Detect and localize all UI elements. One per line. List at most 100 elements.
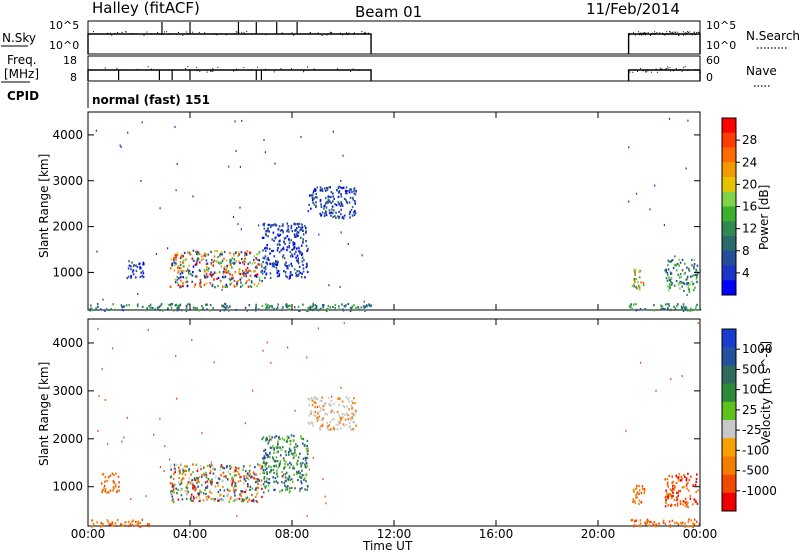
velocity-echo-cell bbox=[263, 471, 265, 474]
velocity-echo-cell bbox=[695, 520, 698, 523]
velocity-echo-cell bbox=[687, 489, 690, 492]
velocity-speckle-cell bbox=[287, 346, 289, 349]
velocity-echo-cell bbox=[320, 418, 323, 421]
power-echo-cell bbox=[246, 266, 249, 269]
power-echo-cell bbox=[162, 308, 165, 312]
velocity-echo-cell bbox=[638, 499, 641, 502]
power-echo-cell bbox=[683, 282, 686, 286]
velocity-echo-cell bbox=[302, 438, 305, 441]
freq-dot bbox=[185, 68, 187, 70]
power-echo-cell bbox=[348, 191, 351, 194]
velocity-echo-cell bbox=[194, 485, 196, 489]
power-echo-cell bbox=[680, 305, 683, 308]
nsky-dot bbox=[243, 32, 245, 34]
nsky-dot bbox=[687, 31, 688, 33]
power-echo-cell bbox=[293, 246, 296, 249]
nsky-dot bbox=[672, 31, 674, 33]
power-echo-cell bbox=[174, 264, 176, 267]
power-echo-cell bbox=[362, 305, 365, 308]
velocity-echo-cell bbox=[643, 488, 646, 491]
velocity-echo-cell bbox=[265, 439, 267, 442]
velocity-speckle-cell bbox=[176, 397, 178, 400]
power-echo-cell bbox=[239, 273, 242, 276]
power-echo-cell bbox=[665, 268, 668, 271]
velocity-echo-cell bbox=[306, 465, 308, 468]
velocity-echo-cell bbox=[192, 463, 194, 466]
power-echo-region bbox=[307, 185, 357, 220]
power-echo-cell bbox=[176, 307, 178, 310]
power-echo-cell bbox=[210, 271, 212, 274]
power-echo-cell bbox=[188, 251, 191, 254]
power-echo-cell bbox=[267, 235, 269, 238]
velocity-echo-cell bbox=[322, 408, 324, 411]
nsky-dot bbox=[691, 34, 693, 36]
velocity-echo-cell bbox=[652, 524, 655, 527]
power-echo-cell bbox=[296, 230, 299, 233]
velocity-echo-cell bbox=[192, 483, 194, 486]
velocity-echo-cell bbox=[674, 504, 676, 507]
velocity-echo-cell bbox=[306, 488, 308, 491]
velocity-echo-cell bbox=[342, 416, 344, 419]
velocity-echo-cell bbox=[266, 438, 269, 441]
power-echo-cell bbox=[254, 261, 256, 264]
velocity-echo-cell bbox=[686, 483, 688, 486]
velocity-speckle-cell bbox=[343, 322, 345, 325]
power-speckle-cell bbox=[654, 184, 656, 187]
velocity-echo-cell bbox=[350, 418, 352, 422]
velocity-echo-cell bbox=[676, 499, 678, 502]
velocity-echo-cell bbox=[634, 487, 637, 490]
freq-dot bbox=[307, 66, 308, 68]
nsky-dot bbox=[164, 31, 165, 33]
velocity-echo-cell bbox=[672, 487, 674, 490]
velocity-echo-cell bbox=[692, 522, 694, 525]
velocity-echo-cell bbox=[255, 493, 258, 496]
velocity-echo-cell bbox=[695, 478, 698, 481]
nsky-dot bbox=[220, 33, 222, 35]
velocity-echo-cell bbox=[107, 491, 110, 494]
velocity-echo-cell bbox=[267, 489, 270, 492]
velocity-echo-cell bbox=[671, 497, 673, 500]
power-speckle-cell bbox=[96, 250, 98, 253]
velocity-echo-cell bbox=[665, 501, 667, 504]
velocity-echo-cell bbox=[321, 399, 323, 403]
power-echo-cell bbox=[217, 276, 220, 280]
power-echo-cell bbox=[105, 308, 108, 311]
velocity-echo-cell bbox=[258, 464, 261, 467]
power-echo-cell bbox=[633, 268, 635, 271]
power-echo-cell bbox=[220, 252, 222, 256]
power-echo-cell bbox=[288, 246, 290, 249]
velocity-colorbar-swatch bbox=[722, 365, 736, 385]
velocity-echo-cell bbox=[109, 489, 112, 492]
velocity-echo-cell bbox=[352, 420, 355, 423]
velocity-echo-cell bbox=[281, 470, 283, 474]
velocity-echo-cell bbox=[690, 475, 692, 478]
velocity-echo-cell bbox=[689, 494, 692, 497]
velocity-echo-cell bbox=[251, 493, 253, 497]
velocity-echo-cell bbox=[230, 480, 232, 483]
velocity-echo-cell bbox=[297, 479, 299, 482]
power-echo-cell bbox=[675, 269, 678, 272]
power-echo-cell bbox=[184, 259, 186, 262]
velocity-echo-cell bbox=[294, 487, 296, 490]
power-echo-cell bbox=[276, 262, 279, 265]
velocity-colorbar-tick-label: -100 bbox=[742, 443, 769, 457]
power-speckle-cell bbox=[159, 207, 161, 210]
power-echo-cell bbox=[332, 192, 334, 195]
power-echo-cell bbox=[337, 195, 340, 198]
power-colorbar-tick-label: 24 bbox=[742, 155, 757, 169]
power-echo-cell bbox=[173, 261, 176, 264]
power-echo-cell bbox=[204, 276, 206, 279]
power-echo-cell bbox=[268, 223, 271, 226]
power-echo-cell bbox=[229, 264, 231, 267]
power-echo-cell bbox=[269, 305, 271, 308]
power-speckle-cell bbox=[332, 130, 334, 133]
velocity-echo-cell bbox=[172, 487, 175, 490]
velocity-echo-cell bbox=[186, 465, 188, 468]
power-echo-cell bbox=[279, 243, 281, 246]
power-echo-cell bbox=[637, 280, 639, 284]
power-echo-cell bbox=[321, 189, 324, 193]
freq-dot bbox=[670, 70, 671, 72]
nsky-dot bbox=[628, 34, 630, 36]
velocity-echo-cell bbox=[288, 453, 290, 456]
velocity-echo-cell bbox=[109, 474, 112, 477]
